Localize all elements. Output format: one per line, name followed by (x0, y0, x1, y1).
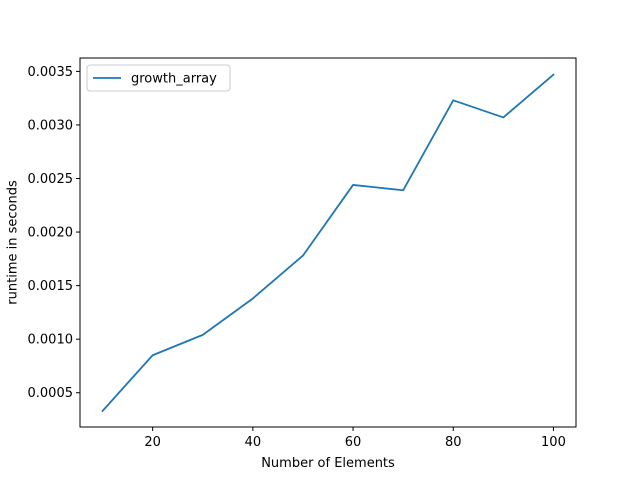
x-tick-label: 100 (541, 435, 566, 450)
legend-label: growth_array (131, 72, 217, 87)
legend-box (86, 64, 231, 92)
series-layer (101, 73, 555, 413)
x-tick-label: 20 (144, 435, 161, 450)
axes-frame (79, 57, 577, 428)
y-tick-label: 0.0005 (28, 386, 74, 401)
x-tick-label: 80 (445, 435, 462, 450)
y-tick-label: 0.0010 (28, 333, 74, 348)
y-axis-label: runtime in seconds (6, 180, 21, 305)
y-tick-label: 0.0030 (28, 118, 74, 133)
x-axis-ticks: 20 40 60 80 100 (144, 427, 566, 450)
series-line-growth_array (101, 73, 555, 413)
y-tick-label: 0.0025 (28, 172, 74, 187)
x-tick-label: 60 (345, 435, 362, 450)
y-axis-ticks: 0.0005 0.0010 0.0015 0.0020 0.0025 0.0030 0.00… (28, 65, 80, 401)
x-axis-label: Number of Elements (261, 456, 395, 471)
y-tick-label: 0.0015 (28, 279, 74, 294)
legend: growth_array (86, 64, 231, 92)
x-tick-label: 40 (245, 435, 262, 450)
y-tick-label: 0.0035 (28, 65, 74, 80)
y-tick-label: 0.0020 (28, 226, 74, 241)
